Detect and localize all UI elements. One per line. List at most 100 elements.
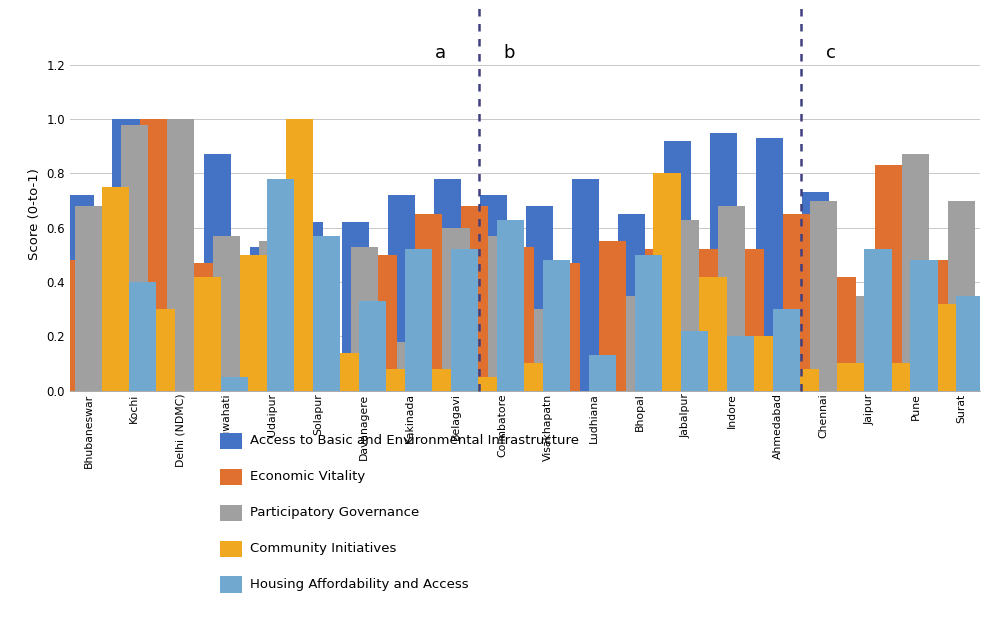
Bar (267, 179, 294, 391)
Bar (921, 260, 948, 391)
Bar (883, 364, 910, 391)
Bar (359, 301, 386, 391)
Bar (672, 220, 699, 391)
Bar (956, 295, 984, 391)
Bar (296, 222, 323, 391)
Bar (342, 222, 369, 391)
Bar (553, 263, 580, 391)
Bar (737, 249, 764, 391)
Bar (129, 282, 156, 391)
Bar (204, 154, 231, 391)
Bar (848, 318, 875, 391)
Bar (121, 125, 148, 391)
Bar (710, 133, 737, 391)
Bar (75, 206, 102, 391)
Bar (727, 336, 754, 391)
Text: Economic Vitality: Economic Vitality (250, 471, 365, 483)
Bar (589, 355, 616, 391)
Bar (802, 193, 829, 391)
Bar (864, 249, 892, 391)
Bar (691, 249, 718, 391)
Bar (664, 141, 691, 391)
Bar (718, 206, 745, 391)
Bar (231, 263, 259, 391)
Bar (194, 277, 221, 391)
Bar (221, 377, 248, 391)
Text: b: b (503, 43, 515, 62)
Bar (894, 249, 921, 391)
Bar (810, 200, 837, 391)
Bar (167, 119, 194, 391)
Bar (516, 364, 543, 391)
Y-axis label: Score (0-to-1): Score (0-to-1) (28, 168, 41, 260)
Bar (140, 119, 167, 391)
Bar (259, 241, 286, 391)
Bar (94, 214, 121, 391)
Bar (635, 255, 662, 391)
Bar (773, 309, 800, 391)
Bar (480, 195, 507, 391)
Bar (526, 206, 553, 391)
Bar (461, 206, 488, 391)
Bar (764, 372, 791, 391)
Bar (442, 228, 470, 391)
Bar (534, 309, 562, 391)
Bar (497, 220, 524, 391)
Bar (415, 214, 442, 391)
Bar (424, 369, 451, 391)
Bar (948, 200, 975, 391)
Bar (20, 255, 48, 391)
Text: Participatory Governance: Participatory Governance (250, 507, 419, 519)
Bar (112, 119, 140, 391)
Bar (902, 154, 929, 391)
Bar (48, 260, 75, 391)
Bar (599, 241, 626, 391)
Text: Access to Basic and Environmental Infrastructure: Access to Basic and Environmental Infras… (250, 435, 579, 447)
Bar (405, 249, 432, 391)
Bar (543, 260, 570, 391)
Bar (618, 214, 645, 391)
Bar (929, 304, 956, 391)
Bar (378, 369, 405, 391)
Bar (451, 249, 478, 391)
Text: c: c (826, 43, 836, 62)
Bar (213, 236, 240, 391)
Bar (66, 195, 94, 391)
Bar (783, 214, 810, 391)
Bar (653, 173, 681, 391)
Bar (756, 138, 783, 391)
Bar (369, 255, 397, 391)
Bar (626, 295, 653, 391)
Bar (856, 295, 883, 391)
Bar (837, 364, 864, 391)
Text: a: a (434, 43, 446, 62)
Bar (488, 236, 516, 391)
Bar (829, 277, 856, 391)
Bar (148, 309, 175, 391)
Bar (250, 247, 277, 391)
Bar (388, 195, 415, 391)
Bar (332, 353, 359, 391)
Bar (507, 247, 534, 391)
Bar (699, 277, 727, 391)
Bar (186, 263, 213, 391)
Bar (313, 236, 340, 391)
Bar (277, 306, 305, 391)
Bar (875, 165, 902, 391)
Bar (102, 187, 129, 391)
Bar (572, 179, 599, 391)
Bar (910, 260, 938, 391)
Bar (470, 377, 497, 391)
Bar (351, 247, 378, 391)
Text: Housing Affordability and Access: Housing Affordability and Access (250, 578, 469, 591)
Bar (158, 336, 186, 391)
Bar (286, 119, 313, 391)
Bar (434, 179, 461, 391)
Bar (681, 331, 708, 391)
Bar (240, 255, 267, 391)
Bar (397, 341, 424, 391)
Bar (323, 353, 351, 391)
Bar (791, 369, 819, 391)
Text: Community Initiatives: Community Initiatives (250, 542, 396, 555)
Bar (645, 249, 672, 391)
